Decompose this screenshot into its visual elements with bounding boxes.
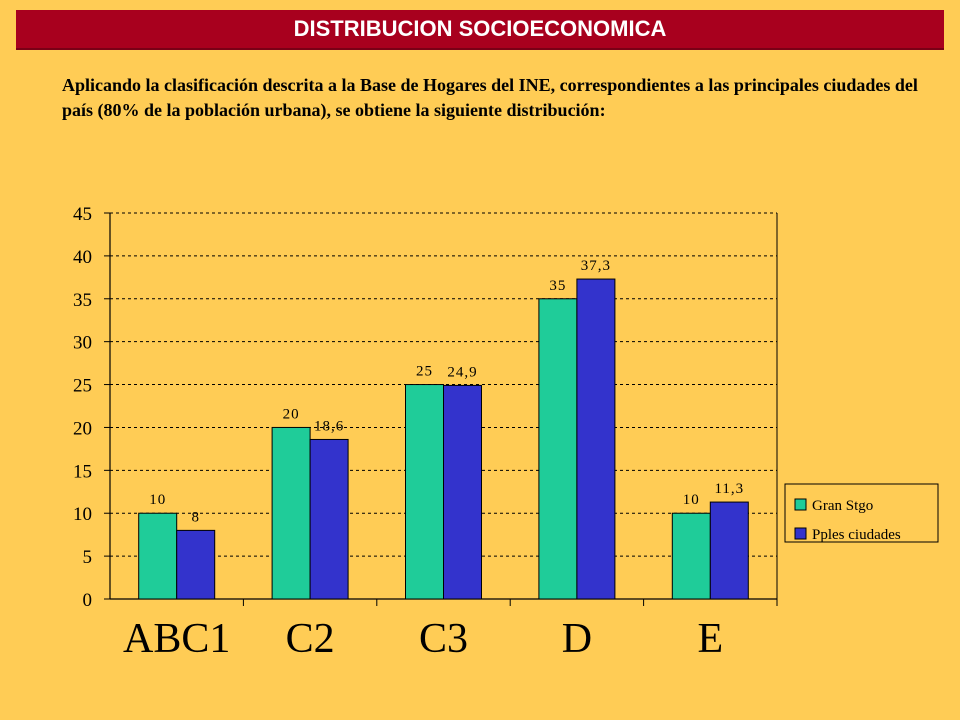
- legend-swatch: [794, 498, 807, 511]
- y-tick-label: 15: [73, 461, 92, 482]
- bar-pples-ciudades: [709, 501, 749, 600]
- bar-pples-ciudades: [309, 438, 349, 600]
- y-tick-label: 40: [73, 247, 92, 268]
- x-category-label: C3: [419, 616, 468, 662]
- legend-box: [784, 483, 939, 543]
- data-label: 35: [549, 278, 566, 294]
- legend-label: Pples ciudades: [812, 527, 901, 543]
- bar-pples-ciudades: [443, 384, 482, 600]
- bars: [138, 278, 749, 600]
- y-tick-label: 10: [73, 504, 92, 525]
- data-label: 8: [191, 509, 200, 525]
- bar-gran-stgo: [405, 384, 444, 600]
- x-category-label: C2: [286, 616, 335, 662]
- data-label: 20: [283, 406, 300, 422]
- legend: Gran Stgo Pples ciudades: [784, 483, 939, 543]
- data-label: 25: [416, 364, 433, 380]
- legend-swatch: [794, 527, 807, 540]
- bar-gran-stgo: [271, 426, 311, 600]
- data-label: 18,6: [314, 418, 344, 434]
- bar-gran-stgo: [671, 512, 711, 600]
- labels: 10 8 20 18,6 25 24,9 35 37,3 10 11,3: [149, 258, 744, 525]
- x-category-label: D: [562, 616, 592, 662]
- data-label: 10: [149, 492, 166, 508]
- page-title: DISTRIBUCION SOCIOECONOMICA: [16, 10, 944, 50]
- y-tick-label: 35: [73, 290, 92, 311]
- y-tick-label: 25: [73, 376, 92, 397]
- y-tick-label: 5: [83, 547, 93, 568]
- x-category-label: E: [697, 616, 723, 662]
- y-tick-label: 30: [73, 333, 92, 354]
- bar-pples-ciudades: [176, 529, 216, 600]
- data-label: 11,3: [714, 481, 744, 497]
- bar-pples-ciudades: [576, 278, 616, 600]
- intro-text: Aplicando la clasificación descrita a la…: [62, 75, 918, 120]
- x-category-label: ABC1: [123, 616, 230, 662]
- data-label: 10: [683, 492, 700, 508]
- y-tick-label: 0: [83, 590, 93, 611]
- legend-label: Gran Stgo: [812, 498, 873, 514]
- bar-gran-stgo: [138, 512, 178, 600]
- axes: 0 5 10 15 20 25 30 35 40 45 ABC1 C2 C3 D E: [73, 204, 778, 662]
- y-tick-label: 45: [73, 204, 92, 225]
- y-tick-label: 20: [73, 418, 92, 439]
- bar-gran-stgo: [538, 298, 578, 600]
- data-label: 37,3: [581, 258, 611, 274]
- data-label: 24,9: [447, 364, 477, 380]
